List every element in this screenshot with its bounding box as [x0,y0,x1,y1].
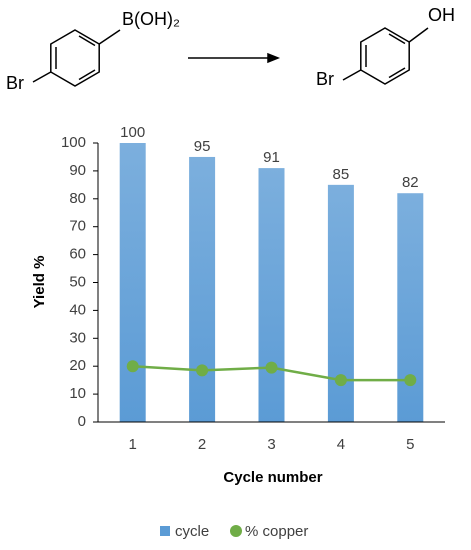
x-tick-label: 2 [198,436,206,453]
reactant-substituent: B(OH)₂ [122,9,180,29]
legend-label: cycle [175,523,209,540]
product-substituent: OH [428,5,455,25]
benzene-ring [50,29,100,87]
y-tick-label: 60 [69,246,86,263]
y-tick-label: 90 [69,162,86,179]
y-tick-label: 10 [69,385,86,402]
arrow-head [267,52,281,64]
line-marker [404,374,417,387]
line-marker [334,374,347,387]
double-bond [388,67,406,79]
x-tick-label: 1 [129,436,137,453]
data-label: 91 [263,149,280,166]
x-axis-label: Cycle number [223,469,322,486]
double-bond [388,33,406,45]
bar [119,143,146,422]
bar [327,184,354,422]
y-tick-label: 80 [69,190,86,207]
line-marker [126,360,139,373]
bond [342,69,362,81]
y-tick-label: 50 [69,273,86,290]
reaction-scheme [32,27,429,87]
bond [98,29,121,45]
legend-swatch [230,525,242,537]
legend-label: % copper [245,523,308,540]
y-tick-label: 70 [69,218,86,235]
double-bond [78,35,96,47]
x-tick-label: 3 [267,436,275,453]
bond [408,27,429,43]
product-halogen: Br [316,69,334,89]
legend-swatch [160,526,170,536]
line-marker [196,364,209,377]
reactant-halogen: Br [6,73,24,93]
data-label: 95 [194,138,211,155]
y-tick-label: 40 [69,301,86,318]
benzene-ring [360,27,410,85]
y-tick-label: 100 [61,134,86,151]
line-marker [265,361,278,374]
y-tick-label: 0 [78,413,86,430]
x-tick-label: 5 [406,436,414,453]
y-tick-label: 30 [69,329,86,346]
bond [32,71,52,83]
double-bond [78,69,96,81]
data-label: 85 [333,166,350,183]
data-label: 82 [402,174,419,191]
bar [397,193,424,422]
y-tick-label: 20 [69,357,86,374]
x-tick-label: 4 [337,436,345,453]
data-label: 100 [120,124,145,141]
y-axis-label: Yield % [31,256,48,309]
bar [258,168,285,422]
bar [189,156,216,422]
